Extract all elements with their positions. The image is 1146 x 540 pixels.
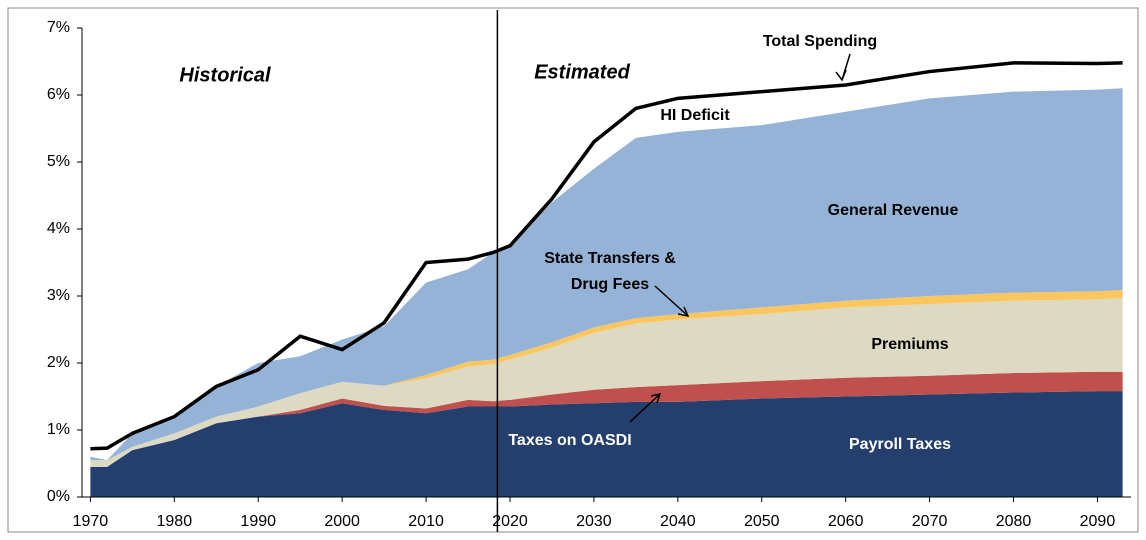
y-tick-label: 1% [47, 421, 70, 438]
annotation: Estimated [534, 61, 630, 83]
x-tick-label: 2040 [660, 513, 696, 530]
x-tick-label: 2030 [576, 513, 612, 530]
area [90, 371, 1123, 467]
y-tick-label: 5% [47, 153, 70, 170]
y-tick-label: 3% [47, 287, 70, 304]
y-tick-label: 7% [47, 19, 70, 36]
x-tick-label: 2020 [492, 513, 528, 530]
arrow [629, 393, 661, 423]
x-tick-label: 2050 [744, 513, 780, 530]
x-tick-label: 1980 [157, 513, 193, 530]
series-label: State Transfers & Drug Fees [544, 250, 676, 293]
arrow-head [677, 306, 690, 318]
arrow-head [650, 392, 662, 404]
series-label: Total Spending [763, 33, 877, 50]
x-tick-label: 1970 [73, 513, 109, 530]
arrow-head [835, 69, 847, 82]
x-tick-label: 2080 [996, 513, 1032, 530]
series-label: General Revenue [828, 202, 959, 219]
series-label: Premiums [871, 336, 948, 353]
frame [7, 7, 1139, 533]
arrow [654, 285, 689, 317]
area [90, 88, 1123, 461]
area [90, 298, 1123, 467]
x-tick-label: 2090 [1080, 513, 1116, 530]
x-tick-label: 1990 [240, 513, 276, 530]
x-tick-label: 2060 [828, 513, 864, 530]
y-tick-label: 0% [47, 488, 70, 505]
area [90, 391, 1123, 497]
series-label: Taxes on OASDI [508, 432, 631, 449]
x-tick-label: 2000 [324, 513, 360, 530]
y-tick-label: 4% [47, 220, 70, 237]
series-label: Payroll Taxes [849, 436, 951, 453]
line [90, 61, 1123, 451]
x-tick-label: 2010 [408, 513, 444, 530]
annotation: HI Deficit [660, 107, 730, 124]
y-tick-label: 2% [47, 354, 70, 371]
annotation: Historical [179, 64, 271, 86]
y-tick-label: 6% [47, 86, 70, 103]
x-tick-label: 2070 [912, 513, 948, 530]
